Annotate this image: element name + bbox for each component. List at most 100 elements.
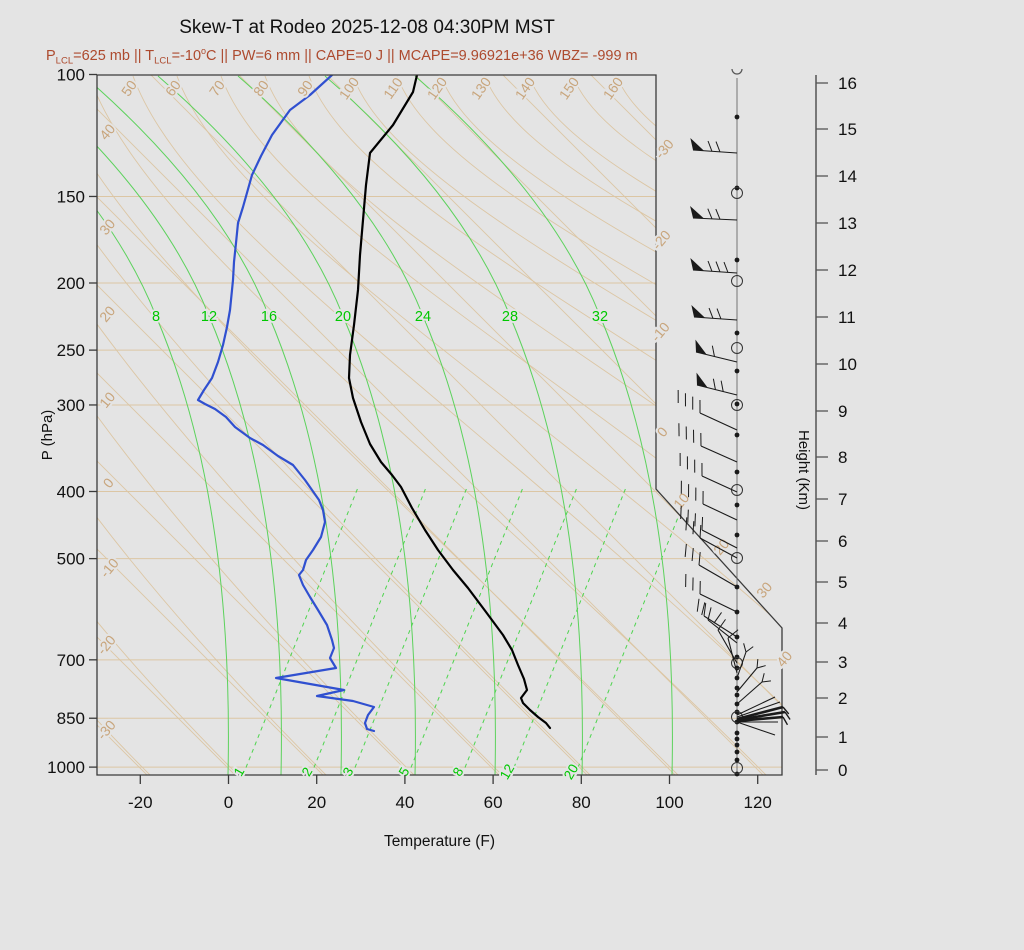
dry-adiabat-label-right: -10	[648, 319, 673, 345]
pressure-tick-label: 500	[57, 550, 85, 569]
wind-barb-shaft	[696, 384, 738, 396]
wind-barb	[684, 543, 738, 588]
chart-title: Skew-T at Rodeo 2025-12-08 04:30PM MST	[179, 17, 555, 38]
mixing-ratio-line	[461, 488, 577, 775]
mixing-ratio-lines	[242, 488, 690, 775]
dry-adiabat-lines	[97, 75, 782, 775]
wind-barb-tick	[707, 607, 712, 621]
mixing-ratio-line	[574, 488, 690, 775]
wind-barb-pennant	[695, 339, 707, 355]
wind-barb-fork-tick	[756, 665, 766, 669]
dry-adiabat-label-left: 10	[96, 389, 118, 411]
wind-barb-fork-tick	[745, 646, 754, 653]
wind-barb-tick	[703, 603, 707, 617]
wind-barb-tick	[687, 509, 689, 523]
height-tick-label: 13	[838, 214, 857, 233]
pressure-tick-label: 150	[57, 187, 85, 206]
isotherm-line	[97, 75, 412, 775]
wind-level-dot	[734, 749, 740, 755]
wind-barb-pennant	[690, 137, 704, 151]
wind-barb-pennant	[696, 372, 708, 388]
wind-barb	[736, 701, 781, 718]
wind-barb	[680, 505, 738, 549]
wind-barb-shaft	[736, 710, 786, 722]
wind-barb-shaft	[736, 715, 784, 723]
wind-barb-tick	[698, 551, 701, 566]
wind-barb-tick	[715, 208, 721, 220]
wind-barb-tick	[707, 260, 713, 272]
moist-adiabat-label: 8	[152, 309, 160, 325]
wind-barb-tick	[711, 345, 715, 357]
dry-adiabat-line	[396, 75, 782, 775]
wind-level-dot	[734, 257, 740, 263]
wind-barb-shaft	[698, 564, 738, 588]
dry-adiabat-line	[97, 75, 679, 775]
moist-adiabat-labels: 8 12 16 20 24 28 32	[150, 307, 610, 327]
wind-level-dot	[734, 114, 740, 120]
moist-adiabat-label: 24	[415, 309, 431, 325]
dry-adiabat-label-top: 140	[512, 74, 539, 102]
dry-adiabat-label-top: 80	[250, 77, 272, 99]
isotherm-line	[228, 75, 782, 775]
wind-level-circle	[731, 342, 743, 354]
dry-adiabat-label-top: 100	[336, 74, 363, 102]
dry-adiabat-label-top: 160	[600, 74, 627, 102]
height-tick-label: 5	[838, 573, 847, 592]
wind-level-dot	[734, 730, 740, 736]
wind-barb-tick	[696, 598, 700, 612]
isotherm-line	[97, 75, 676, 775]
wind-level-dot	[734, 685, 740, 691]
wind-barb-tick	[784, 711, 791, 720]
wind-barb-shaft	[736, 651, 747, 679]
dry-adiabat-line	[220, 75, 782, 775]
wind-barb-shaft	[736, 701, 781, 718]
pressure-tick-label: 700	[57, 651, 85, 670]
isotherm-line	[140, 75, 782, 775]
wind-barb-shaft	[693, 316, 738, 321]
wind-level-dot	[734, 742, 740, 748]
dry-adiabat-line	[97, 75, 239, 775]
sounding-curves	[196, 75, 552, 733]
dry-adiabat-labels: 50 60 70 80 90 100 110 120 130 140 150 160403020100…	[92, 72, 798, 745]
pressure-tick-label: 300	[57, 396, 85, 415]
wind-barb	[696, 372, 738, 396]
dewpoint-curve	[196, 75, 376, 733]
moist-adiabat-line	[97, 75, 229, 775]
dry-adiabat-line	[97, 75, 415, 775]
wind-barb	[695, 339, 738, 363]
dry-adiabat-line	[484, 75, 782, 775]
isotherm-lines	[97, 75, 782, 775]
moist-adiabat-line	[97, 75, 342, 775]
wind-level-circle	[731, 399, 743, 411]
wind-level-dot	[734, 330, 740, 336]
wind-barb	[685, 517, 738, 559]
moist-adiabat-label: 28	[502, 309, 518, 325]
temperature-tick-label: -20	[128, 793, 153, 812]
wind-barb-fork-tick	[761, 673, 765, 683]
pressure-tick-label: 100	[57, 66, 85, 85]
wind-level-circle	[731, 762, 743, 774]
mixing-ratio-line	[407, 488, 523, 775]
dry-adiabat-line	[308, 75, 782, 775]
dry-adiabat-label-top: 70	[206, 77, 228, 99]
wind-barb	[736, 696, 776, 716]
wind-barb-tick	[782, 716, 789, 726]
wind-barb-shaft	[692, 217, 738, 221]
wind-barb-shaft	[692, 149, 738, 154]
dry-adiabat-line	[97, 75, 591, 775]
wind-barb-tick	[713, 612, 722, 624]
subtitle-part: =-10	[171, 47, 202, 64]
wind-barb-shaft	[699, 593, 738, 613]
isotherm-line	[492, 75, 782, 775]
wind-barb	[736, 710, 791, 722]
dry-adiabat-line	[440, 75, 782, 775]
wind-barb-tick	[694, 513, 696, 527]
wind-barb-shaft	[700, 445, 738, 463]
wind-barb-tick	[720, 380, 724, 392]
height-tick-label: 11	[838, 308, 856, 327]
wind-barb	[685, 573, 738, 613]
wind-barb-shaft	[727, 637, 738, 674]
grid-layer	[97, 75, 782, 775]
height-tick-label: 0	[838, 761, 847, 780]
